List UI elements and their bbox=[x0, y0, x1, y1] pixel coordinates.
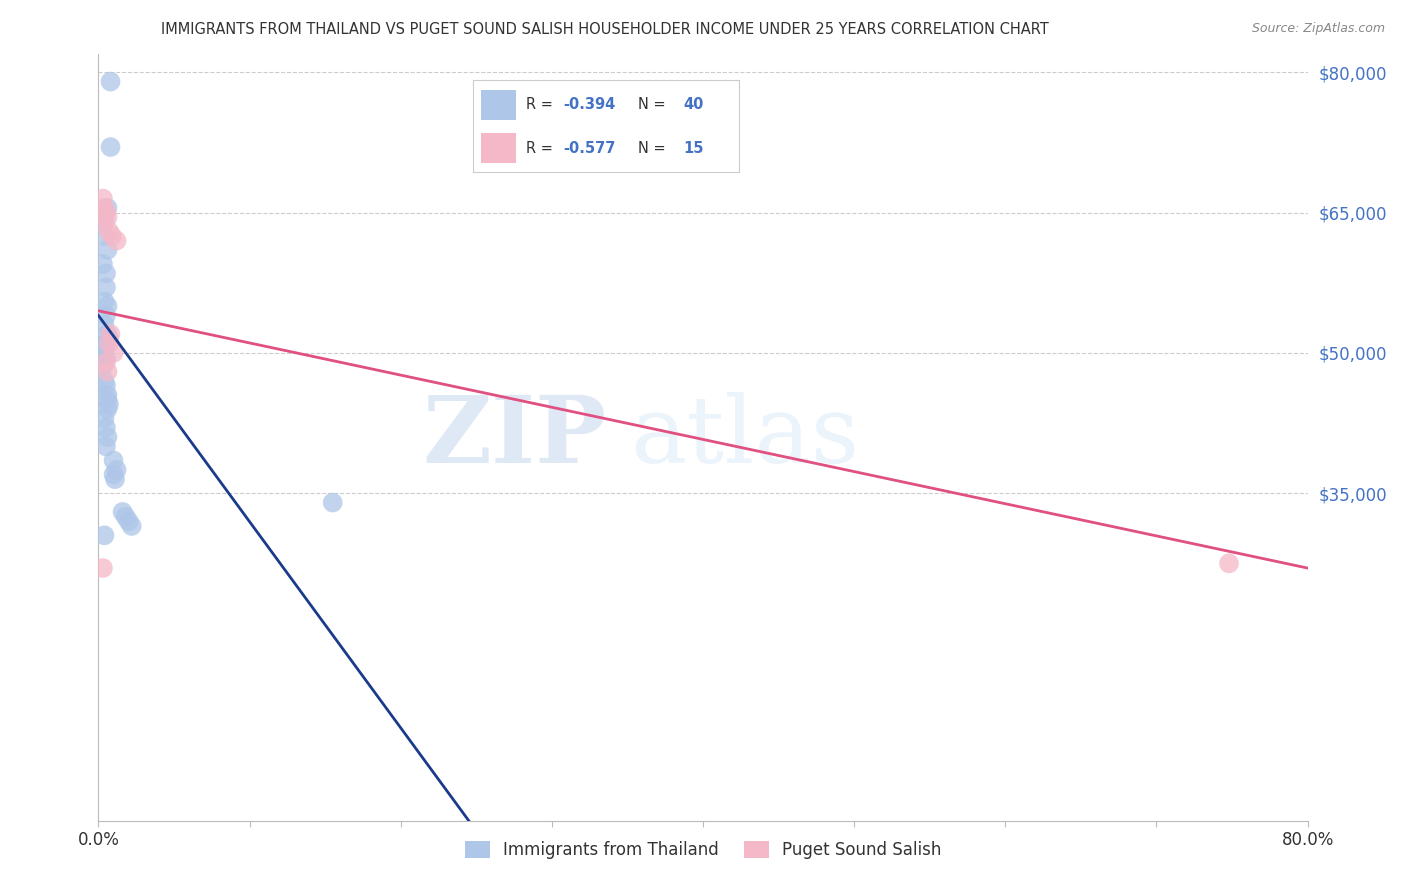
Point bbox=[94, 205, 117, 219]
Point bbox=[94, 351, 117, 365]
Point bbox=[105, 463, 128, 477]
Point bbox=[94, 336, 117, 351]
Point bbox=[93, 374, 115, 388]
Point bbox=[93, 528, 115, 542]
Point bbox=[103, 467, 125, 482]
Point bbox=[100, 74, 122, 88]
Point bbox=[96, 365, 118, 379]
Point bbox=[98, 332, 121, 346]
Point bbox=[91, 257, 114, 271]
Point bbox=[103, 346, 125, 360]
Text: Source: ZipAtlas.com: Source: ZipAtlas.com bbox=[1251, 22, 1385, 36]
Point bbox=[93, 215, 115, 229]
Point bbox=[118, 514, 141, 528]
Point bbox=[93, 201, 115, 215]
Point bbox=[96, 327, 118, 342]
Point bbox=[93, 318, 115, 332]
Point bbox=[101, 229, 124, 244]
Point bbox=[98, 336, 121, 351]
Point bbox=[96, 392, 118, 407]
Point bbox=[91, 215, 114, 229]
Point bbox=[94, 421, 117, 435]
Point bbox=[93, 341, 115, 355]
Point bbox=[96, 402, 118, 417]
Point bbox=[94, 439, 117, 453]
Point bbox=[93, 411, 115, 425]
Point bbox=[114, 509, 136, 524]
Point bbox=[98, 397, 121, 411]
Point bbox=[96, 388, 118, 402]
Point bbox=[94, 378, 117, 392]
Text: IMMIGRANTS FROM THAILAND VS PUGET SOUND SALISH HOUSEHOLDER INCOME UNDER 25 YEARS: IMMIGRANTS FROM THAILAND VS PUGET SOUND … bbox=[160, 22, 1049, 37]
Point bbox=[91, 192, 114, 206]
Point bbox=[96, 243, 118, 257]
Point bbox=[91, 359, 114, 374]
Point bbox=[94, 309, 117, 323]
Point bbox=[93, 294, 115, 309]
Point bbox=[91, 346, 114, 360]
Point bbox=[121, 519, 143, 533]
Point bbox=[96, 211, 118, 225]
Point bbox=[103, 453, 125, 467]
Point bbox=[94, 280, 117, 294]
Point bbox=[1218, 557, 1240, 571]
Point bbox=[96, 201, 118, 215]
Point bbox=[100, 140, 122, 154]
Point bbox=[96, 299, 118, 313]
Point bbox=[94, 266, 117, 280]
Point bbox=[322, 495, 344, 509]
Point bbox=[100, 327, 122, 342]
Point bbox=[96, 430, 118, 444]
Text: atlas: atlas bbox=[630, 392, 859, 482]
Point bbox=[93, 229, 115, 244]
Legend: Immigrants from Thailand, Puget Sound Salish: Immigrants from Thailand, Puget Sound Sa… bbox=[458, 835, 948, 866]
Point bbox=[105, 234, 128, 248]
Point bbox=[111, 505, 134, 519]
Point bbox=[104, 472, 127, 486]
Point bbox=[94, 355, 117, 369]
Point bbox=[98, 224, 121, 238]
Text: ZIP: ZIP bbox=[422, 392, 606, 482]
Point bbox=[91, 561, 114, 575]
